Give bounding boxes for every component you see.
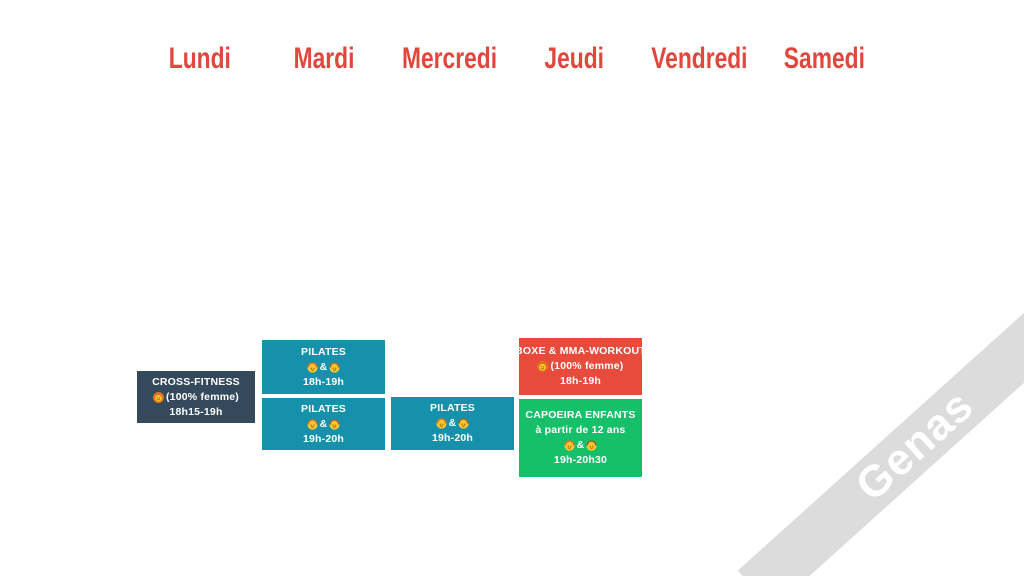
woman-emoji: [306, 418, 318, 430]
day-header-label: Mardi: [294, 42, 355, 75]
day-header-vendredi: Vendredi: [637, 42, 762, 76]
day-header-jeudi: Jeudi: [512, 42, 637, 76]
day-header-lundi: Lundi: [137, 42, 262, 76]
block-text-line: 19h-20h: [432, 432, 473, 445]
man-emoji: [329, 361, 341, 373]
day-header-mercredi: Mercredi: [387, 42, 512, 76]
block-text: 19h-20h: [431, 432, 474, 444]
block-text: &: [319, 360, 328, 373]
block-text: (100% femme): [165, 390, 239, 403]
block-text: BOXE & MMA-WORKOUT: [515, 345, 646, 357]
day-header-label: Jeudi: [544, 42, 605, 75]
block-text-line: 18h-19h: [303, 376, 344, 389]
class-block-boxe-mma-jeudi: BOXE & MMA-WORKOUT (100% femme) 18h-19h: [515, 338, 646, 395]
block-text: PILATES: [430, 402, 475, 414]
woman-headscarf-emoji: [537, 361, 549, 372]
block-text: PILATES: [301, 402, 346, 415]
day-header-label: Vendredi: [651, 42, 748, 75]
block-text-line: PILATES: [301, 403, 346, 416]
girl-emoji: [563, 440, 575, 451]
block-text: &: [576, 439, 585, 451]
block-text: PILATES: [301, 345, 346, 358]
block-text-line: (100% femme): [152, 390, 239, 404]
class-block-pilates-mardi-18h: PILATES & 18h-19h: [262, 340, 385, 394]
block-text: &: [448, 417, 457, 429]
block-text: 18h15-19h: [169, 405, 223, 418]
man-emoji: [458, 418, 470, 429]
block-text-line: CROSS-FITNESS: [152, 376, 240, 389]
block-text-line: &: [563, 439, 598, 452]
block-text-line: 18h15-19h: [169, 406, 222, 419]
class-block-pilates-mercredi-19h: PILATES & 19h-20h: [391, 397, 514, 450]
block-text-line: 19h-20h30: [554, 454, 607, 467]
block-text: CAPOEIRA ENFANTS: [525, 409, 636, 421]
class-block-capoeira-jeudi: CAPOEIRA ENFANTS à partir de 12 ans & 19h-2…: [519, 399, 642, 477]
class-block-cross-fitness-lundi: CROSS-FITNESS (100% femme) 18h15-19h: [137, 371, 255, 423]
woman-emoji: [435, 418, 447, 429]
block-text: 18h-19h: [559, 375, 602, 387]
woman-headscarf-emoji: [152, 391, 164, 403]
block-text-line: 18h-19h: [560, 375, 601, 388]
block-text-line: PILATES: [430, 402, 475, 415]
woman-emoji: [306, 361, 318, 373]
watermark-band: Genas: [737, 282, 1024, 576]
block-text: &: [319, 417, 328, 430]
man-emoji: [329, 418, 341, 430]
block-text: (100% femme): [550, 360, 624, 372]
block-text-line: à partir de 12 ans: [536, 424, 626, 437]
block-text-line: BOXE & MMA-WORKOUT: [515, 345, 646, 358]
block-text: 19h-20h: [302, 432, 345, 445]
block-text-line: &: [435, 417, 470, 430]
day-header-label: Mercredi: [401, 42, 498, 75]
days-header-row: Lundi Mardi Mercredi Jeudi Vendredi Samedi: [137, 42, 887, 76]
block-text-line: 19h-20h: [303, 433, 344, 446]
block-text-line: &: [306, 360, 341, 374]
day-header-mardi: Mardi: [262, 42, 387, 76]
class-block-pilates-mardi-19h: PILATES & 19h-20h: [262, 398, 385, 450]
day-header-label: Samedi: [783, 42, 866, 75]
block-text-line: &: [306, 417, 341, 431]
block-text-line: CAPOEIRA ENFANTS: [525, 409, 635, 422]
boy-emoji: [586, 440, 598, 451]
block-text-line: PILATES: [301, 346, 346, 359]
block-text: à partir de 12 ans: [535, 424, 626, 436]
block-text: 18h-19h: [302, 375, 345, 388]
block-text-line: (100% femme): [537, 360, 623, 373]
block-text: CROSS-FITNESS: [152, 375, 240, 388]
block-text: 19h-20h30: [553, 454, 608, 466]
day-header-samedi: Samedi: [762, 42, 887, 76]
day-header-label: Lundi: [168, 42, 231, 75]
watermark-label: Genas: [846, 380, 983, 511]
